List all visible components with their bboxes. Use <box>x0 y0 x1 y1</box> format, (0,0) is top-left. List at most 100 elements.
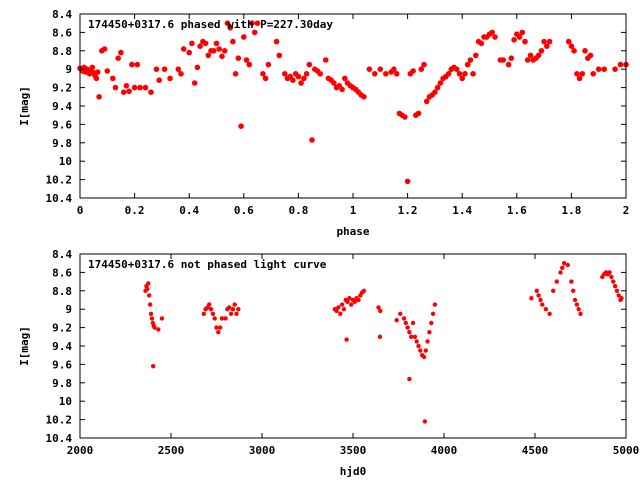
data-point <box>298 80 304 86</box>
data-point <box>123 83 130 89</box>
data-point <box>595 66 602 72</box>
x-tick-label: 0.4 <box>179 204 199 217</box>
data-point <box>223 316 228 321</box>
data-point <box>467 57 474 63</box>
data-point <box>112 84 119 91</box>
data-point <box>519 29 526 36</box>
data-point <box>560 265 565 270</box>
data-point <box>544 43 550 49</box>
data-point <box>473 52 479 59</box>
x-tick-label: 1 <box>350 204 357 217</box>
phased-chart-title: 174450+0317.6 phased with P=227.30day <box>88 18 333 31</box>
data-point <box>459 75 466 82</box>
data-point <box>276 52 283 59</box>
data-point <box>551 288 556 293</box>
data-point <box>341 307 347 312</box>
data-point <box>167 75 173 82</box>
data-point <box>148 311 154 316</box>
data-point <box>254 20 261 27</box>
data-point <box>394 318 399 323</box>
y-tick-label: 9.4 <box>52 100 72 113</box>
data-point <box>582 48 588 54</box>
data-point <box>418 66 425 72</box>
data-point <box>590 71 596 77</box>
data-point <box>547 311 552 316</box>
data-point <box>432 302 438 307</box>
data-point <box>376 305 381 310</box>
x-tick-label: 3000 <box>249 444 276 457</box>
data-point <box>101 46 108 52</box>
data-point <box>110 75 116 82</box>
phased-y-ticks: 8.4 8.6 8.8 9 9.2 9.4 9.6 9.8 10 10.2 10.4 <box>46 8 626 205</box>
data-point <box>149 316 155 321</box>
data-point <box>197 43 203 49</box>
data-point <box>219 316 225 321</box>
data-point <box>219 53 225 60</box>
data-point <box>290 77 296 83</box>
data-point <box>579 71 586 77</box>
data-point <box>216 46 222 52</box>
data-point <box>201 311 206 316</box>
data-point <box>478 40 485 47</box>
data-point <box>361 94 367 100</box>
data-point <box>186 49 192 56</box>
data-point <box>295 73 302 80</box>
data-point <box>159 316 165 321</box>
data-point <box>464 61 471 68</box>
data-point <box>194 64 201 71</box>
y-tick-label: 9 <box>65 63 72 76</box>
data-point <box>202 40 209 47</box>
data-point <box>216 330 221 335</box>
data-point <box>540 302 545 307</box>
data-point <box>391 66 397 72</box>
data-point <box>538 48 545 54</box>
data-point <box>129 61 135 68</box>
y-tick-label: 9.2 <box>52 322 72 335</box>
data-point <box>508 55 515 61</box>
data-point <box>356 297 361 303</box>
data-point <box>527 52 534 59</box>
data-point <box>345 299 350 304</box>
data-point <box>205 52 212 59</box>
data-point <box>238 123 244 129</box>
data-point <box>410 68 416 74</box>
data-point <box>344 337 349 342</box>
unphased-x-ticks: 2000 2500 3000 3500 4000 4500 5000 <box>67 254 640 457</box>
data-point <box>571 288 576 293</box>
x-tick-label: 2000 <box>67 444 94 457</box>
y-tick-label: 10.2 <box>46 174 73 187</box>
x-tick-label: 0.2 <box>125 204 145 217</box>
data-point <box>611 279 616 284</box>
unphased-chart-title: 174450+0317.6 not phased light curve <box>88 258 327 271</box>
data-point <box>569 279 574 284</box>
data-point <box>228 311 234 316</box>
data-point <box>434 84 441 91</box>
unphased-y-ticks: 8.4 8.6 8.8 9 9.2 9.4 9.6 9.8 10 10.2 10.4 <box>46 248 626 445</box>
phased-y-axis-label: I[mag] <box>18 86 31 126</box>
data-point <box>423 98 430 105</box>
x-tick-label: 1.2 <box>398 204 418 217</box>
data-point <box>617 61 624 68</box>
data-point <box>227 305 232 310</box>
data-point <box>574 71 580 77</box>
data-point <box>214 325 219 330</box>
data-point <box>429 320 434 326</box>
x-tick-label: 1.4 <box>452 204 472 217</box>
data-point <box>565 38 572 45</box>
data-point <box>178 71 184 77</box>
data-point <box>336 305 341 310</box>
x-tick-label: 5000 <box>613 444 640 457</box>
x-tick-label: 4000 <box>431 444 458 457</box>
data-point <box>414 339 419 344</box>
data-point <box>571 48 577 54</box>
data-point <box>249 20 255 27</box>
data-point <box>115 55 121 61</box>
data-point <box>156 327 161 332</box>
data-point <box>377 334 383 339</box>
data-point <box>402 114 408 120</box>
x-tick-label: 0.8 <box>288 204 308 217</box>
data-point <box>609 274 614 280</box>
data-point <box>546 38 553 45</box>
data-point <box>352 299 357 304</box>
data-point <box>568 43 575 49</box>
